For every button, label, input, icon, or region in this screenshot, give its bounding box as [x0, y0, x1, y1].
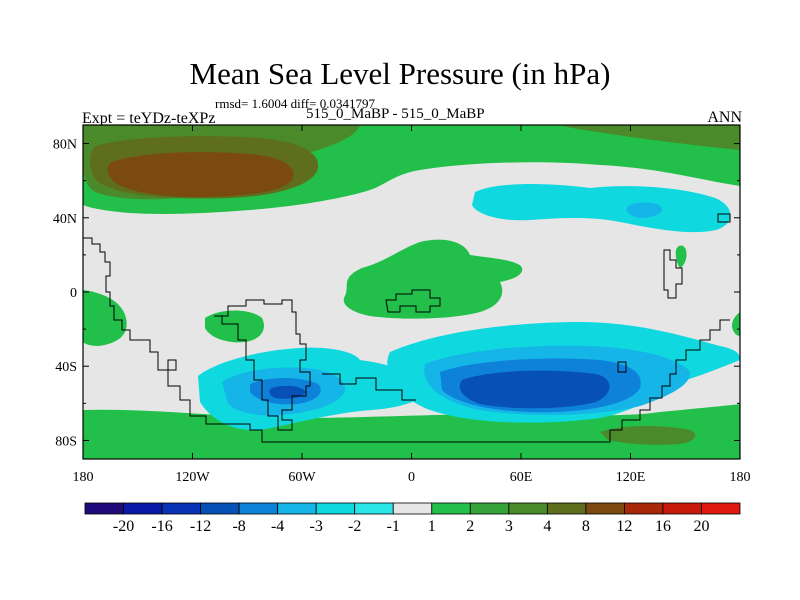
colorbar-swatch	[392, 502, 433, 515]
x-tick-label: 60E	[510, 470, 533, 485]
colorbar-swatch	[238, 502, 279, 515]
colorbar-swatch	[624, 502, 664, 515]
contour-minus2-north-pacific	[472, 184, 731, 233]
colorbar-swatch	[469, 502, 510, 515]
y-tick-label: 80S	[55, 434, 77, 449]
colorbar-swatch	[161, 502, 201, 515]
rmsd-diff-stats: rmsd= 1.6004 diff= 0.0341797	[215, 96, 375, 111]
plot-title: Mean Sea Level Pressure (in hPa)	[189, 56, 611, 91]
colorbar-swatch	[315, 502, 356, 515]
coastline-south-america-west	[83, 237, 198, 417]
contour-minus3-north-pacific	[626, 202, 663, 218]
season-label: ANN	[707, 109, 742, 126]
colorbar-label: -12	[190, 518, 211, 535]
y-tick-label: 40S	[55, 360, 77, 375]
x-tick-label: 180	[730, 470, 751, 485]
colorbar-swatch	[546, 502, 587, 515]
x-tick-label: 180	[73, 470, 94, 485]
contour-plus2-tropics	[343, 239, 523, 319]
coastlines	[83, 213, 731, 443]
colorbar-label: -4	[271, 518, 284, 535]
colorbar-swatch	[431, 502, 471, 515]
colorbar-label: 4	[543, 518, 551, 535]
contour-plus2-west-edge	[83, 290, 127, 346]
map-panel	[83, 125, 740, 459]
colorbar-label: 16	[655, 518, 671, 535]
contour-plus2-pacific-strip	[675, 245, 687, 268]
colorbar-swatch	[585, 502, 625, 515]
coastline-india	[385, 289, 441, 313]
x-tick-label: 0	[408, 470, 415, 485]
colorbar-label: -16	[151, 518, 172, 535]
coastline-small-island	[167, 359, 177, 371]
colorbar-swatch	[123, 502, 163, 515]
colorbar-label: 3	[505, 518, 513, 535]
coastline-east-asia	[663, 249, 683, 299]
y-tick-label: 80N	[53, 138, 77, 153]
contour-plus3-northeast	[560, 125, 740, 150]
colorbar: -20 -16 -12 -8 -4 -3 -2 -1 1 2 3 4 8 12 16 20	[84, 502, 741, 535]
colorbar-label: 20	[693, 518, 709, 535]
colorbar-label: 1	[428, 518, 436, 535]
x-tick-label: 120W	[175, 470, 210, 485]
contour-plus2-west-africa	[205, 310, 265, 343]
colorbar-label: -8	[232, 518, 245, 535]
colorbar-swatch	[701, 502, 741, 515]
colorbar-label: -1	[387, 518, 400, 535]
colorbar-label: 8	[582, 518, 590, 535]
coastline-japan	[717, 213, 731, 223]
colorbar-label: -20	[113, 518, 134, 535]
coastline-africa	[214, 299, 311, 431]
colorbar-swatch	[662, 502, 702, 515]
longitude-axis: 180 120W 60W 0 60E 120E 180	[73, 125, 751, 485]
colorbar-label: 2	[466, 518, 474, 535]
colorbar-swatch	[200, 502, 240, 515]
experiment-subtitle: 515_0_MaBP - 515_0_MaBP	[306, 106, 485, 122]
x-tick-label: 120E	[616, 470, 646, 485]
colorbar-label: 12	[616, 518, 632, 535]
contour-plus3-south	[600, 426, 696, 445]
experiment-label: Expt = teYDz-teXPz	[82, 110, 216, 127]
coastline-antarctica	[198, 319, 730, 443]
y-tick-label: 0	[70, 286, 77, 301]
contour-plus2-east-edge	[732, 312, 740, 336]
colorbar-label: -2	[348, 518, 361, 535]
x-tick-label: 60W	[288, 470, 316, 485]
colorbar-swatch	[354, 502, 394, 515]
coastline-australia-east	[322, 373, 416, 401]
colorbar-label: -3	[310, 518, 323, 535]
y-tick-label: 40N	[53, 212, 77, 227]
contour-minus8-southern-east	[459, 370, 610, 409]
colorbar-swatch	[277, 502, 317, 515]
contour-plus8-north	[107, 152, 294, 197]
coastline-south-pacific	[617, 361, 627, 373]
latitude-axis: 80N 40N 0 40S 80S	[53, 138, 740, 449]
colorbar-swatch	[84, 502, 124, 515]
colorbar-swatch	[508, 502, 548, 515]
